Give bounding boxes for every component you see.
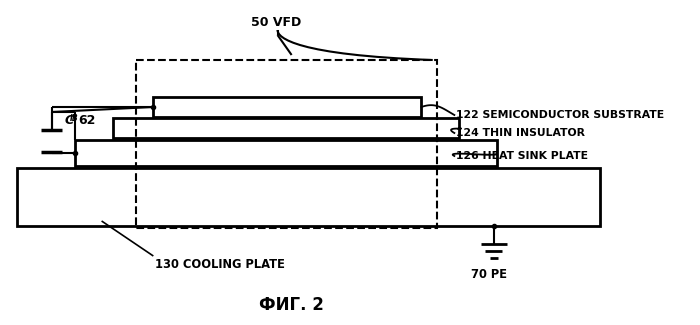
Text: 130 COOLING PLATE: 130 COOLING PLATE (155, 257, 285, 270)
Bar (76, 140, 497, 166)
Bar (136, 60, 438, 228)
Text: 124 THIN INSULATOR: 124 THIN INSULATOR (456, 128, 585, 138)
Text: 122 SEMICONDUCTOR SUBSTRATE: 122 SEMICONDUCTOR SUBSTRATE (456, 110, 664, 120)
Bar (113, 118, 459, 138)
Text: C: C (65, 113, 74, 126)
Bar (17, 168, 600, 226)
Text: IB: IB (69, 114, 78, 123)
Bar (153, 97, 421, 117)
Text: ФИГ. 2: ФИГ. 2 (259, 296, 324, 314)
Text: 126 HEAT SINK PLATE: 126 HEAT SINK PLATE (456, 151, 588, 161)
Text: 50 VFD: 50 VFD (251, 16, 301, 29)
Text: 62: 62 (78, 113, 95, 126)
Text: 70 PE: 70 PE (471, 267, 508, 280)
